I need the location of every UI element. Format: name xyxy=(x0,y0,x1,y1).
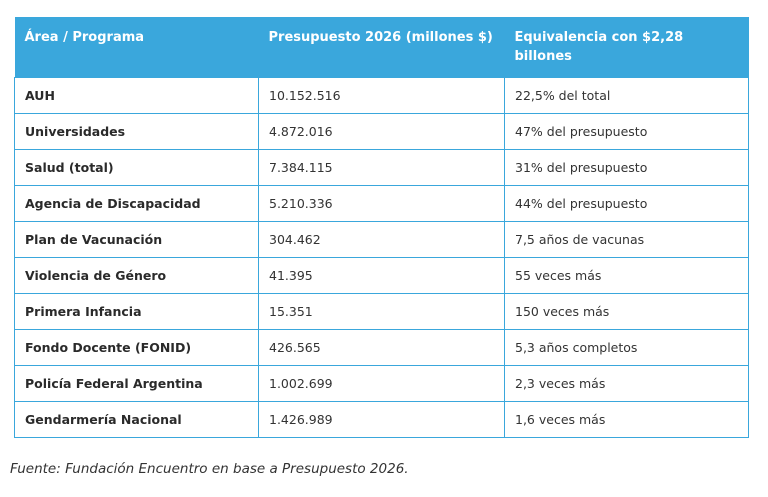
budget-cell: 4.872.016 xyxy=(258,112,505,150)
area-cell: Gendarmería Nacional xyxy=(14,400,259,438)
table-row: Violencia de Género 41.395 55 veces más xyxy=(14,256,749,294)
table-row: Plan de Vacunación 304.462 7,5 años de v… xyxy=(14,220,749,258)
budget-cell: 426.565 xyxy=(258,328,505,366)
budget-cell: 1.002.699 xyxy=(258,364,505,402)
equivalence-cell: 22,5% del total xyxy=(504,76,749,114)
budget-cell: 10.152.516 xyxy=(258,76,505,114)
table-row: Gendarmería Nacional 1.426.989 1,6 veces… xyxy=(14,400,749,438)
equivalence-cell: 7,5 años de vacunas xyxy=(504,220,749,258)
equivalence-cell: 47% del presupuesto xyxy=(504,112,749,150)
equivalence-cell: 1,6 veces más xyxy=(504,400,749,438)
equivalence-cell: 2,3 veces más xyxy=(504,364,749,402)
area-cell: Agencia de Discapacidad xyxy=(14,184,259,222)
budget-cell: 304.462 xyxy=(258,220,505,258)
equivalence-cell: 5,3 años completos xyxy=(504,328,749,366)
equivalence-cell: 150 veces más xyxy=(504,292,749,330)
table-row: Primera Infancia 15.351 150 veces más xyxy=(14,292,749,330)
area-cell: Primera Infancia xyxy=(14,292,259,330)
equivalence-cell: 55 veces más xyxy=(504,256,749,294)
table-row: Salud (total) 7.384.115 31% del presupue… xyxy=(14,148,749,186)
table-row: Universidades 4.872.016 47% del presupue… xyxy=(14,112,749,150)
area-cell: Policía Federal Argentina xyxy=(14,364,259,402)
budget-cell: 15.351 xyxy=(258,292,505,330)
equivalence-cell: 31% del presupuesto xyxy=(504,148,749,186)
table-body: AUH 10.152.516 22,5% del total Universid… xyxy=(14,76,749,438)
equivalence-cell: 44% del presupuesto xyxy=(504,184,749,222)
area-cell: Salud (total) xyxy=(14,148,259,186)
area-cell: Plan de Vacunación xyxy=(14,220,259,258)
budget-cell: 41.395 xyxy=(258,256,505,294)
table-header: Área / Programa Presupuesto 2026 (millon… xyxy=(14,17,749,77)
area-cell: Fondo Docente (FONID) xyxy=(14,328,259,366)
header-equivalence: Equivalencia con $2,28 billones xyxy=(504,17,749,77)
area-cell: Violencia de Género xyxy=(14,256,259,294)
header-area: Área / Programa xyxy=(14,17,259,77)
area-cell: AUH xyxy=(14,76,259,114)
budget-cell: 1.426.989 xyxy=(258,400,505,438)
table-row: Fondo Docente (FONID) 426.565 5,3 años c… xyxy=(14,328,749,366)
budget-cell: 5.210.336 xyxy=(258,184,505,222)
budget-cell: 7.384.115 xyxy=(258,148,505,186)
source-note: Fuente: Fundación Encuentro en base a Pr… xyxy=(10,461,409,477)
table-row: AUH 10.152.516 22,5% del total xyxy=(14,76,749,114)
table-row: Agencia de Discapacidad 5.210.336 44% de… xyxy=(14,184,749,222)
area-cell: Universidades xyxy=(14,112,259,150)
table-row: Policía Federal Argentina 1.002.699 2,3 … xyxy=(14,364,749,402)
header-budget: Presupuesto 2026 (millones $) xyxy=(258,17,505,77)
budget-table: Área / Programa Presupuesto 2026 (millon… xyxy=(14,17,749,438)
header-row: Área / Programa Presupuesto 2026 (millon… xyxy=(14,17,749,77)
budget-table-container: Área / Programa Presupuesto 2026 (millon… xyxy=(14,17,749,438)
